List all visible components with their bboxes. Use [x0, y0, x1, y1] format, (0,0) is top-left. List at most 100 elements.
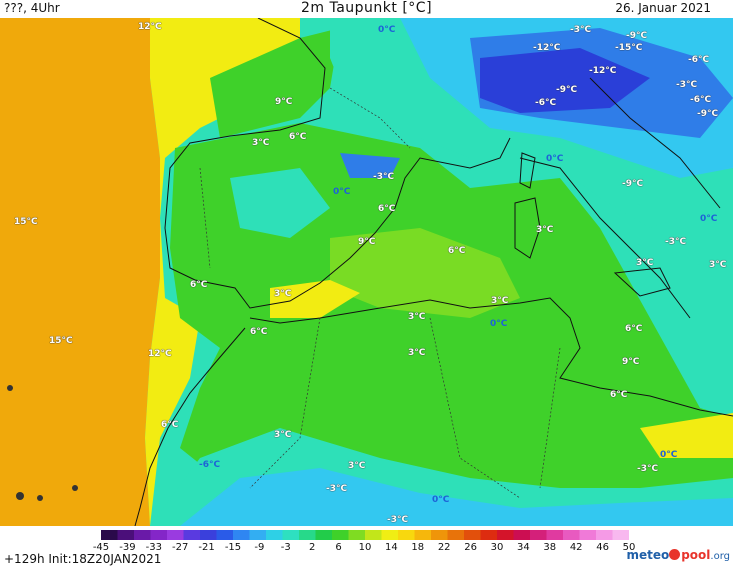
- colorbar-ticks: -45 -39 -33 -27 -21 -15 -9 -3 2 6 10 14 18 22 26 30 34 38…: [93, 542, 636, 554]
- colorbar-tick-label: 6: [335, 542, 342, 553]
- colorbar-swatch: [497, 530, 514, 540]
- coast-italy: [519, 157, 691, 319]
- colorbar-swatches: [101, 530, 629, 540]
- map-label: -12°C: [589, 66, 617, 76]
- colorbar-swatch: [183, 530, 201, 540]
- map-label: 9°C: [622, 357, 640, 367]
- pyrenees-cyan: [340, 153, 400, 178]
- map-label: 12°C: [138, 22, 162, 32]
- colorbar-tick-label: -21: [198, 542, 215, 553]
- colorbar-swatch: [332, 530, 349, 540]
- country-borders: [199, 87, 561, 499]
- run-info: +129h Init:18Z20JAN2021: [4, 552, 162, 566]
- colorbar-tick-label: 50: [622, 542, 636, 553]
- map-label: 12°C: [148, 349, 172, 359]
- colorbar-swatch: [612, 530, 629, 540]
- map-label: 0°C: [378, 25, 396, 35]
- coast-north-africa: [249, 297, 733, 417]
- coast-italy-adriatic: [589, 77, 721, 209]
- map-label: -9°C: [622, 179, 644, 189]
- colorbar-swatch: [216, 530, 234, 540]
- map-title: 2m Taupunkt [°C]: [300, 0, 433, 16]
- colorbar-tick-label: -33: [145, 542, 162, 553]
- map-label: -6°C: [688, 55, 710, 65]
- coast-corsica: [519, 152, 536, 189]
- coast-spain-portugal: [164, 18, 511, 309]
- colorbar-swatch: [464, 530, 481, 540]
- map-label: 6°C: [378, 204, 396, 214]
- colorbar-swatch: [200, 530, 217, 540]
- map-label: -3°C: [326, 484, 348, 494]
- map-label: -3°C: [637, 464, 659, 474]
- colorbar-tick-label: -39: [119, 542, 136, 553]
- map-label: 0°C: [490, 319, 508, 329]
- libya-yellow: [640, 413, 733, 458]
- map-label: 6°C: [250, 327, 268, 337]
- colorbar-tick-label: 10: [358, 542, 372, 553]
- map-label: 3°C: [491, 296, 509, 306]
- map-label: 9°C: [358, 237, 376, 247]
- map-label: 0°C: [660, 450, 678, 460]
- map-label: 3°C: [252, 138, 270, 148]
- map-label: -3°C: [676, 80, 698, 90]
- colorbar-swatch: [249, 530, 267, 540]
- colorbar-swatch: [596, 530, 613, 540]
- colorbar-tick-label: 34: [517, 542, 530, 553]
- map-label: 0°C: [700, 214, 718, 224]
- map-label: -3°C: [387, 515, 409, 525]
- colorbar-swatch: [563, 530, 580, 540]
- colorbar-swatch: [414, 530, 432, 540]
- colorbar-swatch: [579, 530, 597, 540]
- map-label: 6°C: [625, 324, 643, 334]
- colorbar-tick-label: 18: [411, 542, 425, 553]
- map-label: -3°C: [373, 172, 395, 182]
- colorbar-swatch: [134, 530, 151, 540]
- colorbar-swatch: [480, 530, 498, 540]
- brand-org: .org: [710, 551, 730, 562]
- colorbar-tick-label: -3: [280, 542, 291, 553]
- colorbar-swatch: [167, 530, 184, 540]
- colorbar-tick-label: 22: [437, 542, 451, 553]
- colorbar-tick-label: 38: [543, 542, 557, 553]
- colorbar-tick-label: -9: [254, 542, 265, 553]
- colorbar-swatch: [546, 530, 564, 540]
- map-label: -9°C: [626, 31, 648, 41]
- map-label: 0°C: [546, 154, 564, 164]
- map-label: -9°C: [556, 85, 578, 95]
- coast-sicily: [613, 267, 671, 297]
- map-label: -6°C: [535, 98, 557, 108]
- colorbar-swatch: [431, 530, 448, 540]
- map-label: 6°C: [448, 246, 466, 256]
- iberia-teal-patch: [230, 168, 330, 238]
- map-label: 3°C: [274, 289, 292, 299]
- map-label: -6°C: [690, 95, 712, 105]
- footer: -45 -39 -33 -27 -21 -15 -9 -3 2 6 10 14 18 22 26 30 34 38…: [0, 526, 733, 566]
- alboran-yellow: [270, 280, 360, 318]
- brand-dot-icon: [669, 549, 681, 560]
- valid-date: 26. Januar 2021: [615, 1, 711, 15]
- colorbar-tick-label: 14: [385, 542, 398, 553]
- map-label: 6°C: [190, 280, 208, 290]
- map-label: 0°C: [432, 495, 450, 505]
- colorbar-swatch: [513, 530, 531, 540]
- alps-dark-blue: [480, 48, 650, 113]
- colorbar-tick-label: 2: [309, 542, 316, 553]
- map-label: 3°C: [348, 461, 366, 471]
- colorbar-swatch: [348, 530, 366, 540]
- map-label: 3°C: [709, 260, 727, 270]
- colorbar-swatch: [266, 530, 283, 540]
- map-label: 6°C: [610, 390, 628, 400]
- colorbar-swatch: [150, 530, 168, 540]
- map-label: -15°C: [615, 43, 643, 53]
- colorbar-tick-label: 26: [464, 542, 477, 553]
- colorbar-tick-label: -27: [172, 542, 189, 553]
- map-label: -3°C: [665, 237, 687, 247]
- colorbar-tick-label: 42: [569, 542, 583, 553]
- meteopool-logo[interactable]: meteo pool.org: [626, 548, 730, 562]
- colorbar-tick-label: 46: [596, 542, 609, 553]
- map-label: -3°C: [570, 25, 592, 35]
- colorbar-swatch: [381, 530, 399, 540]
- map-label: 3°C: [636, 258, 654, 268]
- brand-pool: pool: [681, 548, 711, 562]
- map-label: 15°C: [49, 336, 73, 346]
